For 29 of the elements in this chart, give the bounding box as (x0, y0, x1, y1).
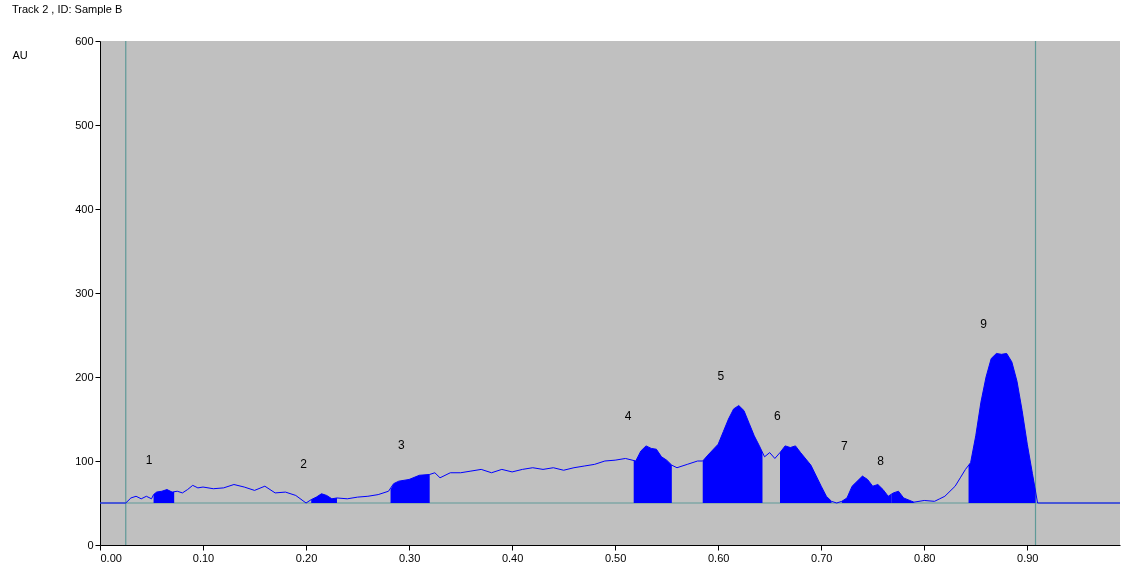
y-axis-title: AU (12, 48, 28, 61)
x-tick-label: 0.10 (192, 551, 215, 564)
y-tick-label: 500 (75, 118, 94, 131)
annotation: 7 (841, 439, 849, 454)
x-tick-label: 0.50 (604, 551, 627, 564)
chart-title: Track 2 , ID: Sample B (12, 3, 123, 15)
x-tick-label: 0.20 (295, 551, 318, 564)
annotation: 5 (717, 368, 725, 383)
annotation: 1 (145, 452, 153, 467)
x-tick-label: 0.30 (398, 551, 421, 564)
x-tick-label: 0.40 (501, 551, 524, 564)
y-tick-label: 600 (75, 34, 94, 47)
y-tick-label: 300 (75, 286, 94, 299)
annotation: 8 (877, 454, 885, 469)
annotation: 3 (398, 438, 406, 453)
x-tick-label: 0.60 (707, 551, 730, 564)
y-tick-label: 400 (75, 202, 94, 215)
x-tick-label: 0.70 (811, 551, 833, 564)
annotation: 4 (624, 408, 632, 423)
x-tick-label: 0.90 (1017, 551, 1039, 564)
annotation: 9 (980, 317, 988, 332)
y-tick-label: 100 (75, 454, 94, 467)
x-tick-label: 0.00 (100, 551, 122, 564)
annotation: 6 (774, 408, 782, 423)
annotation: 2 (300, 456, 308, 471)
y-tick-label: 200 (75, 370, 94, 383)
y-tick-label: 0 (87, 538, 94, 551)
x-tick-label: 0.80 (914, 551, 936, 564)
line-series (99, 352, 1121, 504)
